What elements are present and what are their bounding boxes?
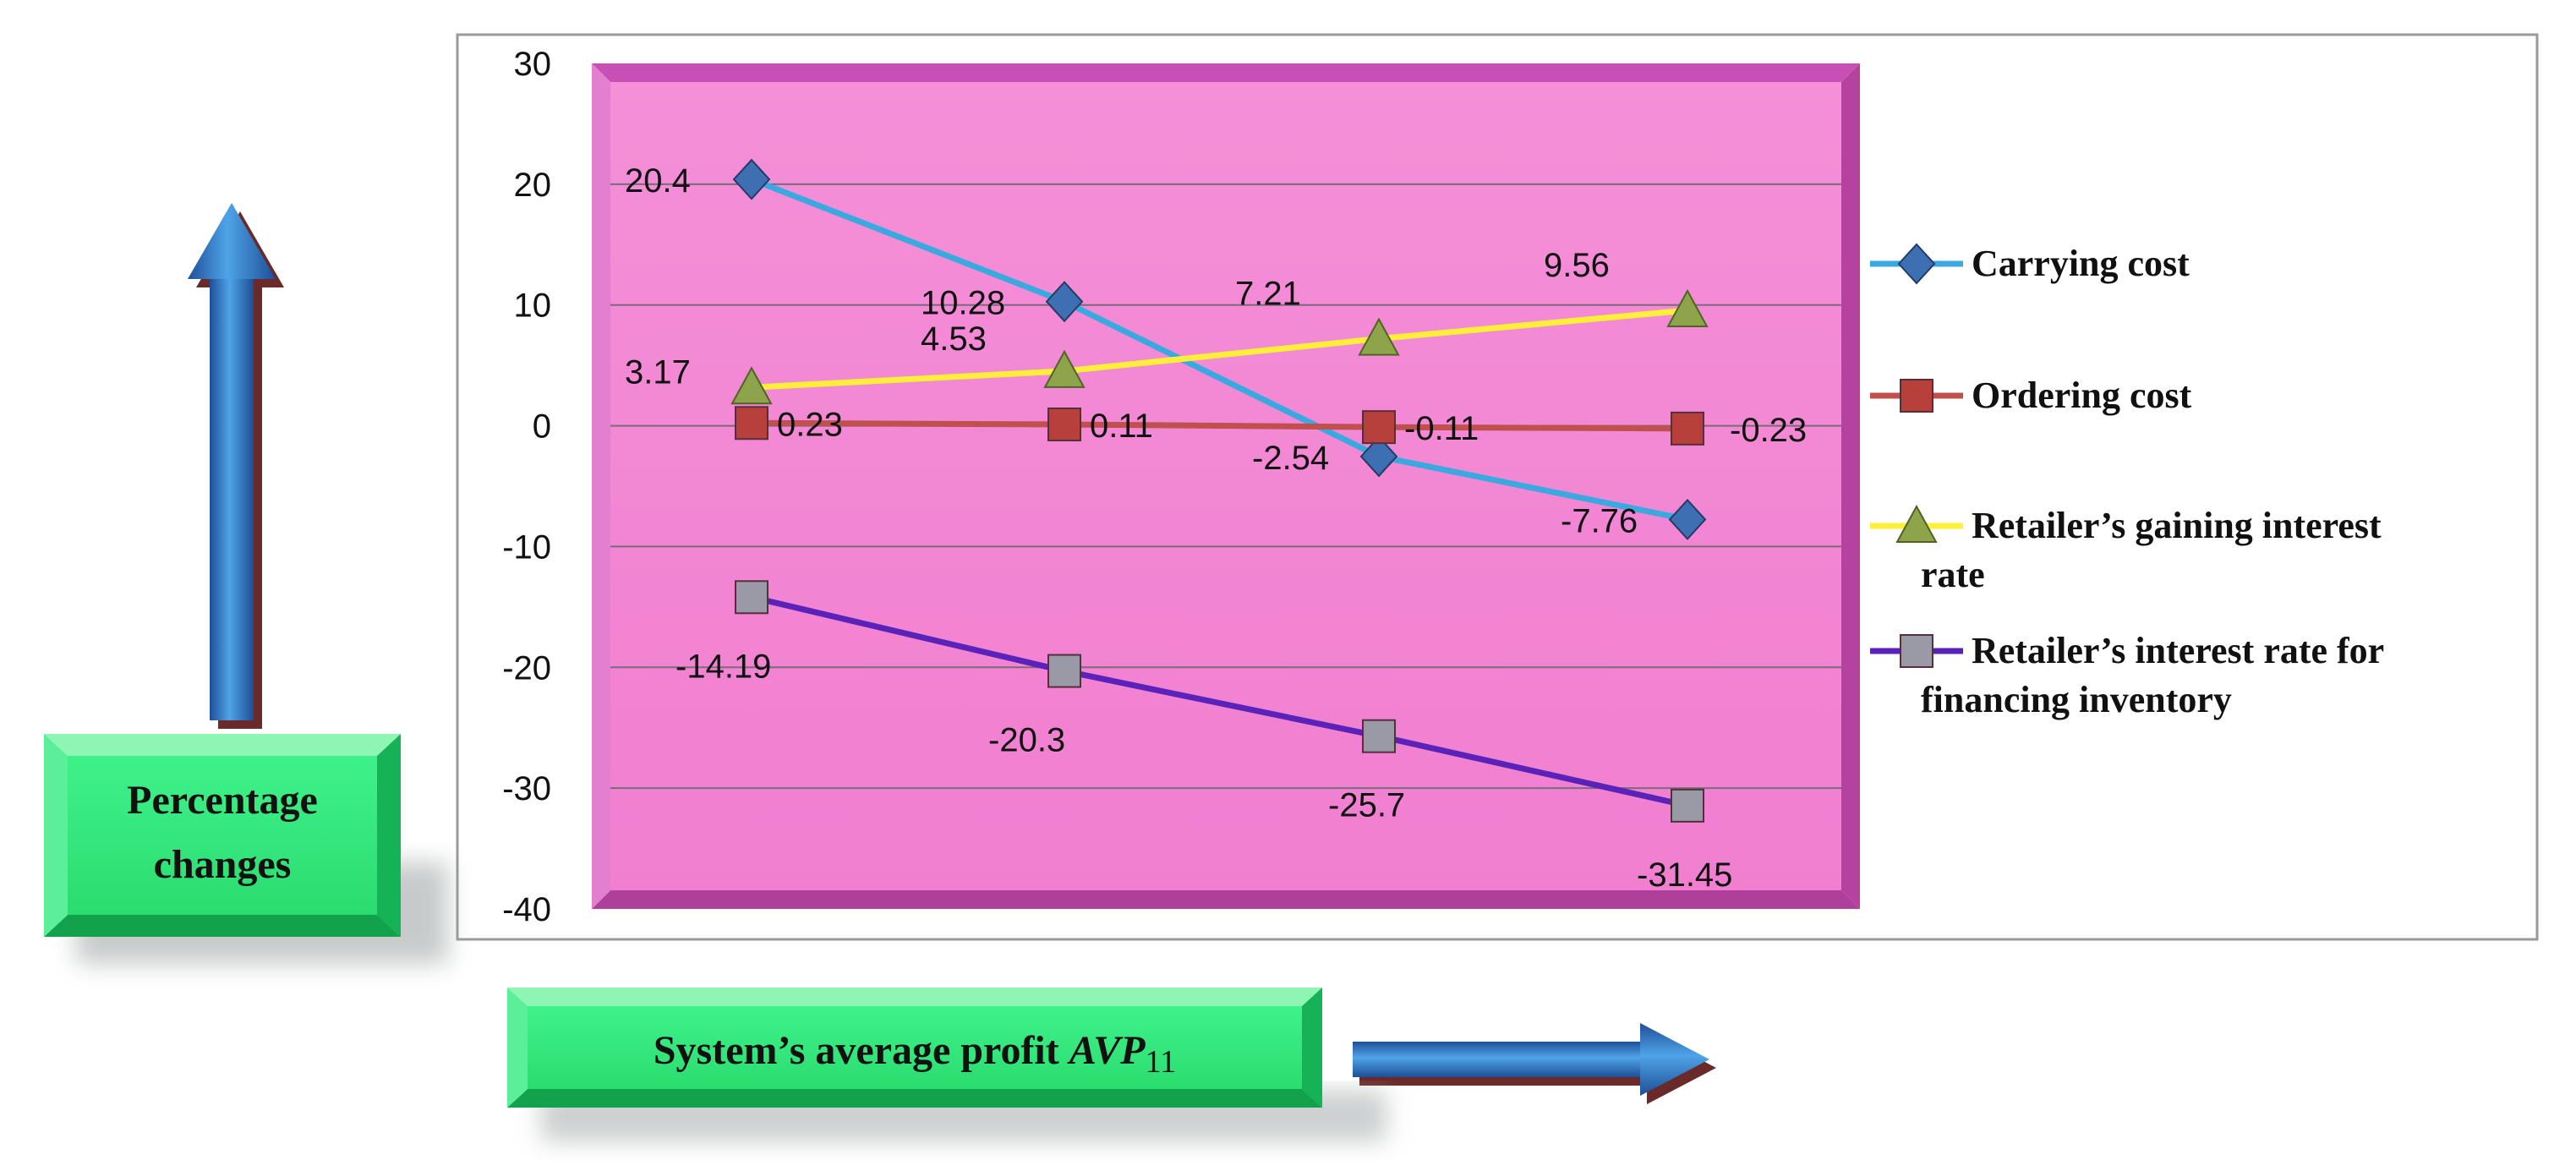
plot-area <box>592 63 1860 909</box>
y-axis-title-box: Percentage changes <box>44 734 448 964</box>
x-axis-title-math: AVP <box>1067 1028 1146 1073</box>
data-point-marker <box>735 580 768 615</box>
data-point-marker <box>1047 654 1081 688</box>
y-tick-label: 0 <box>533 408 551 446</box>
data-point-marker <box>1043 349 1086 388</box>
data-point-marker <box>1359 435 1398 478</box>
y-tick-label: 20 <box>514 167 552 204</box>
data-label: -14.19 <box>675 648 771 685</box>
legend: Carrying cost Ordering cost Retailer’s gai… <box>1870 243 2384 720</box>
y-tick-label: -40 <box>502 891 551 928</box>
x-axis-title-text: System’s average profit <box>654 1028 1059 1073</box>
series-markers <box>730 158 1709 823</box>
data-point-marker <box>1671 411 1704 446</box>
up-arrow-icon <box>188 203 284 729</box>
series-line <box>751 419 1688 432</box>
right-arrow-icon <box>1353 1023 1716 1104</box>
data-label: 10.28 <box>921 285 1005 322</box>
x-axis-title-box: System’s average profit AVP11 <box>507 988 1386 1141</box>
data-point-marker <box>1666 288 1709 327</box>
data-label: 4.53 <box>921 320 987 358</box>
data-point-marker <box>1047 408 1081 441</box>
data-label: -2.54 <box>1252 440 1329 477</box>
data-point-marker <box>1358 317 1400 356</box>
x-axis-title-subscript: 11 <box>1146 1044 1177 1080</box>
data-point-marker <box>735 406 768 440</box>
x-axis-title: System’s average profit AVP11 <box>654 1028 1176 1080</box>
data-label: -0.23 <box>1730 412 1807 449</box>
data-point-marker <box>1362 410 1396 445</box>
data-label: 20.4 <box>625 162 691 200</box>
legend-label: Ordering cost <box>1972 375 2192 416</box>
y-axis-title-line2: changes <box>154 842 292 887</box>
y-tick-label: -10 <box>502 528 551 566</box>
data-label: -0.11 <box>1404 410 1479 447</box>
series-line <box>751 307 1688 391</box>
data-label: 0.11 <box>1090 408 1153 445</box>
series-lines <box>750 176 1688 809</box>
data-point-marker <box>1671 788 1704 823</box>
y-tick-label: 10 <box>514 287 552 325</box>
data-point-marker <box>730 366 773 405</box>
y-tick-label: -20 <box>502 649 551 687</box>
data-point-marker <box>1897 243 1936 285</box>
data-label: 7.21 <box>1235 276 1301 313</box>
data-point-marker <box>1362 719 1396 753</box>
data-labels: 20.4 10.28 -2.54 -7.76 0.23 0.11 -0.11 -0.23 3.1… <box>625 162 1807 894</box>
data-label: 3.17 <box>625 353 691 391</box>
series-line <box>751 594 1688 809</box>
data-point-marker <box>1900 634 1933 668</box>
series-line <box>750 176 1688 523</box>
data-label: 0.23 <box>777 406 843 443</box>
data-label: -31.45 <box>1637 856 1732 894</box>
data-point-marker <box>1895 504 1938 543</box>
y-tick-label: -30 <box>502 770 551 807</box>
data-point-marker <box>1045 281 1084 323</box>
legend-label: Retailer’s interest rate for financing in… <box>1921 630 2384 720</box>
data-point-marker <box>732 158 771 200</box>
data-label: 9.56 <box>1544 247 1610 284</box>
y-axis-title-line1: Percentage <box>127 778 318 823</box>
data-label: -20.3 <box>988 722 1065 759</box>
data-label: -7.76 <box>1561 502 1638 539</box>
legend-label: Retailer’s gaining interest rate <box>1921 505 2382 595</box>
data-point-marker <box>1900 379 1933 413</box>
data-label: -25.7 <box>1328 787 1405 824</box>
data-point-marker <box>1668 498 1707 540</box>
y-axis-ticks: 30 20 10 0 -10 -20 -30 -40 <box>502 46 551 928</box>
legend-label: Carrying cost <box>1972 243 2190 284</box>
y-tick-label: 30 <box>514 46 552 83</box>
